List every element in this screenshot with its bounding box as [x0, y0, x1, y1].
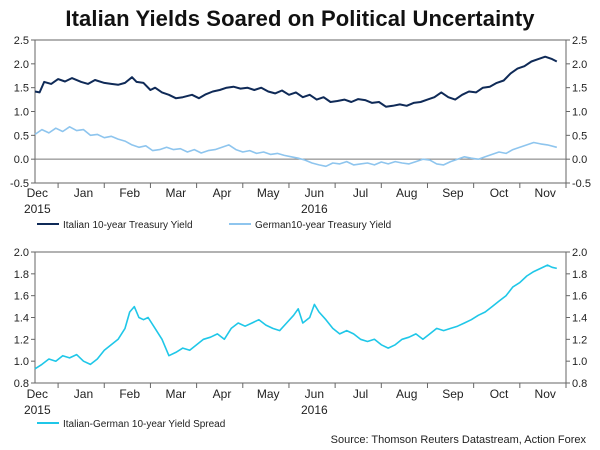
- chart-title: Italian Yields Soared on Political Uncer…: [65, 6, 535, 31]
- y-tick-label-right: 0.0: [572, 154, 587, 166]
- x-tick-label: Jun: [305, 186, 324, 200]
- x-tick-label: Dec: [27, 387, 48, 401]
- x-tick-label: Apr: [213, 186, 232, 200]
- y-tick-label-right: 1.8: [572, 269, 587, 281]
- y-tick-label-left: -0.5: [10, 178, 29, 190]
- y-tick-label-left: 1.5: [14, 83, 29, 95]
- x-tick-label: Jul: [353, 186, 368, 200]
- x-tick-label: Sep: [442, 186, 464, 200]
- y-tick-label-right: -0.5: [572, 178, 591, 190]
- y-tick-label-right: 2.0: [572, 247, 587, 259]
- x-tick-label: Jul: [353, 387, 368, 401]
- year-label: 2015: [24, 202, 51, 216]
- x-tick-label: Jun: [305, 387, 324, 401]
- y-tick-label-left: 1.4: [14, 313, 29, 325]
- x-tick-label: Aug: [396, 186, 417, 200]
- yields-chart: -0.5 -0.5 0.0 0.0 0.5 0.5 1.0 1.0 1.5 1.5 2.0 2.0 2.…: [10, 35, 591, 231]
- y-tick-label-right: 2.5: [572, 35, 587, 47]
- x-tick-label: May: [257, 186, 280, 200]
- x-tick-label: Feb: [119, 387, 140, 401]
- y-tick-label-left: 1.8: [14, 269, 29, 281]
- y-tick-label-left: 0.8: [14, 378, 29, 390]
- legend-label: Italian-German 10-year Yield Spread: [63, 419, 225, 430]
- x-tick-label: Jan: [74, 387, 93, 401]
- series-line: [34, 126, 557, 168]
- x-tick-label: May: [257, 387, 280, 401]
- year-label: 2015: [24, 403, 51, 417]
- y-tick-label-left: 2.0: [14, 247, 29, 259]
- y-tick-label-left: 0.5: [14, 130, 29, 142]
- y-tick-label-right: 0.8: [572, 378, 587, 390]
- y-tick-label-left: 1.2: [14, 334, 29, 346]
- y-tick-label-right: 1.5: [572, 83, 587, 95]
- x-tick-label: Nov: [535, 387, 556, 401]
- y-tick-label-left: 2.0: [14, 59, 29, 71]
- x-tick-label: Mar: [165, 186, 186, 200]
- y-tick-label-left: 2.5: [14, 35, 29, 47]
- y-tick-label-right: 1.2: [572, 334, 587, 346]
- y-tick-label-right: 1.0: [572, 356, 587, 368]
- x-tick-label: Jan: [74, 186, 93, 200]
- y-tick-label-left: 1.0: [14, 107, 29, 119]
- y-tick-label-left: 1.6: [14, 291, 29, 303]
- y-tick-label-left: 1.0: [14, 356, 29, 368]
- year-label: 2016: [301, 202, 328, 216]
- x-tick-label: Mar: [165, 387, 186, 401]
- series-line: [34, 264, 557, 370]
- x-tick-label: Feb: [119, 186, 140, 200]
- x-tick-label: Aug: [396, 387, 417, 401]
- y-tick-label-right: 1.6: [572, 291, 587, 303]
- y-tick-label-right: 2.0: [572, 59, 587, 71]
- spread-chart: 0.8 0.8 1.0 1.0 1.2 1.2 1.4 1.4 1.6 1.6 1.8 1.8 2.0 2…: [14, 247, 588, 430]
- x-tick-label: Dec: [27, 186, 48, 200]
- y-tick-label-left: 0.0: [14, 154, 29, 166]
- x-tick-label: Sep: [442, 387, 464, 401]
- y-tick-label-right: 1.0: [572, 107, 587, 119]
- legend-label: German10-year Treasury Yield: [255, 220, 391, 231]
- source-note: Source: Thomson Reuters Datastream, Acti…: [330, 434, 586, 446]
- y-tick-label-right: 0.5: [572, 130, 587, 142]
- x-tick-label: Apr: [213, 387, 232, 401]
- x-tick-label: Nov: [535, 186, 556, 200]
- series-line: [34, 55, 558, 108]
- x-tick-label: Oct: [490, 387, 509, 401]
- plot-frame: [34, 39, 567, 184]
- x-tick-label: Oct: [490, 186, 509, 200]
- y-tick-label-right: 1.4: [572, 313, 587, 325]
- year-label: 2016: [301, 403, 328, 417]
- legend-label: Italian 10-year Treasury Yield: [63, 220, 193, 231]
